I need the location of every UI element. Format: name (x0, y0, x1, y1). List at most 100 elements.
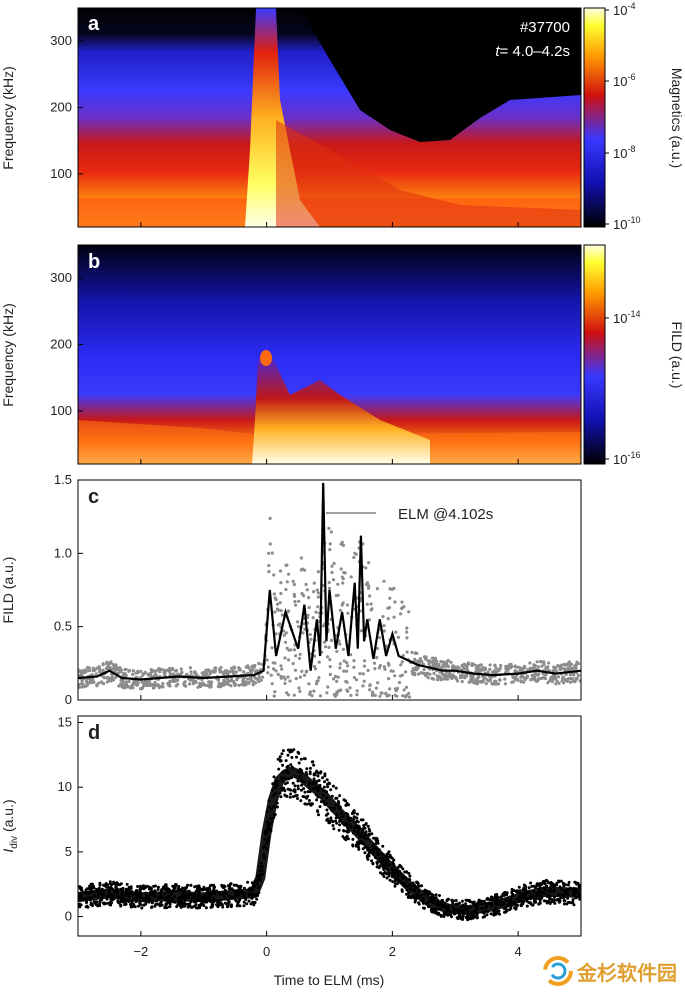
raw-sample-point (267, 570, 271, 574)
raw-sample-point (114, 675, 118, 680)
idiv-sample-point (302, 787, 306, 791)
idiv-sample-point (367, 854, 371, 858)
idiv-sample-point (173, 886, 177, 890)
raw-sample-point (251, 680, 255, 684)
idiv-sample-point (193, 885, 197, 889)
raw-sample-point (372, 661, 377, 665)
raw-sample-point (223, 669, 227, 673)
idiv-sample-point (232, 883, 236, 887)
raw-sample-point (97, 681, 101, 685)
raw-sample-point (466, 661, 470, 665)
raw-sample-point (158, 670, 162, 674)
idiv-sample-point (307, 799, 311, 802)
raw-sample-point (123, 668, 127, 672)
raw-sample-point (208, 671, 212, 676)
idiv-sample-point (285, 765, 289, 769)
raw-sample-point (161, 682, 165, 686)
idiv-sample-point (296, 784, 300, 788)
idiv-sample-point (163, 906, 167, 910)
raw-sample-point (400, 606, 404, 610)
raw-sample-point (523, 666, 527, 670)
raw-sample-point (345, 680, 349, 684)
idiv-sample-point (326, 812, 330, 816)
idiv-sample-point (342, 829, 346, 833)
idiv-sample-point (281, 763, 284, 767)
idiv-sample-point (329, 788, 333, 792)
raw-sample-point (381, 615, 385, 619)
idiv-sample-point (317, 813, 320, 817)
idiv-sample-point (279, 795, 283, 799)
smoothed-series-line (78, 482, 581, 681)
raw-sample-point (568, 677, 572, 681)
raw-sample-point (390, 587, 394, 592)
raw-sample-point (251, 683, 255, 687)
raw-sample-point (234, 670, 238, 674)
raw-sample-point (304, 670, 308, 674)
raw-sample-point (396, 635, 400, 640)
idiv-sample-point (303, 795, 307, 799)
idiv-sample-point (197, 888, 201, 892)
raw-sample-point (336, 675, 340, 679)
idiv-sample-point (286, 748, 290, 752)
idiv-sample-point (454, 899, 458, 902)
raw-sample-point (470, 663, 474, 668)
raw-sample-point (312, 689, 316, 693)
raw-sample-point (393, 600, 397, 604)
idiv-sample-point (355, 812, 359, 816)
raw-sample-point (533, 677, 537, 681)
idiv-sample-point (326, 785, 330, 789)
raw-sample-point (291, 661, 295, 666)
elm-annotation: ELM @4.102s (398, 506, 493, 523)
idiv-sample-point (135, 889, 139, 892)
raw-sample-point (335, 679, 339, 684)
idiv-sample-point (184, 886, 188, 890)
raw-sample-point (283, 656, 287, 660)
idiv-sample-point (338, 823, 342, 827)
idiv-sample-point (303, 757, 307, 761)
raw-sample-point (308, 633, 312, 637)
raw-sample-point (153, 669, 158, 673)
raw-sample-point (494, 666, 498, 670)
idiv-sample-point (538, 883, 542, 887)
idiv-sample-point (133, 905, 137, 909)
watermark-logo-icon (543, 956, 573, 986)
raw-sample-point (420, 659, 424, 664)
idiv-sample-point (89, 903, 93, 907)
raw-sample-point (150, 683, 154, 687)
raw-sample-point (272, 573, 276, 577)
idiv-sample-point (179, 900, 183, 904)
idiv-sample-point (385, 872, 388, 876)
raw-sample-point (296, 620, 300, 624)
raw-sample-point (95, 666, 99, 670)
raw-sample-point (285, 691, 289, 695)
raw-sample-point (306, 613, 310, 617)
raw-sample-point (273, 596, 277, 600)
xtick-label: 0 (263, 944, 270, 959)
raw-sample-point (322, 471, 325, 474)
raw-sample-point (405, 650, 409, 654)
idiv-sample-point (283, 782, 287, 786)
colorbar-tick-label: 10-10 (613, 215, 640, 232)
raw-sample-point (485, 678, 489, 682)
idiv-sample-point (104, 882, 108, 886)
idiv-sample-point (329, 816, 333, 820)
idiv-sample-point (284, 759, 288, 763)
idiv-sample-point (285, 794, 289, 798)
raw-sample-point (439, 660, 443, 664)
idiv-sample-point (334, 819, 338, 823)
idiv-sample-point (189, 883, 193, 887)
raw-sample-point (222, 678, 226, 682)
idiv-sample-point (88, 886, 92, 890)
raw-sample-point (188, 682, 192, 686)
idiv-sample-point (226, 884, 230, 888)
raw-sample-point (206, 684, 210, 688)
idiv-sample-point (239, 884, 243, 888)
raw-sample-point (80, 685, 84, 689)
idiv-sample-point (572, 903, 576, 907)
raw-sample-point (399, 663, 403, 667)
raw-sample-point (261, 675, 265, 679)
idiv-sample-point (272, 775, 276, 779)
raw-sample-point (307, 596, 311, 600)
raw-sample-point (121, 680, 125, 684)
idiv-sample-point (283, 793, 287, 797)
